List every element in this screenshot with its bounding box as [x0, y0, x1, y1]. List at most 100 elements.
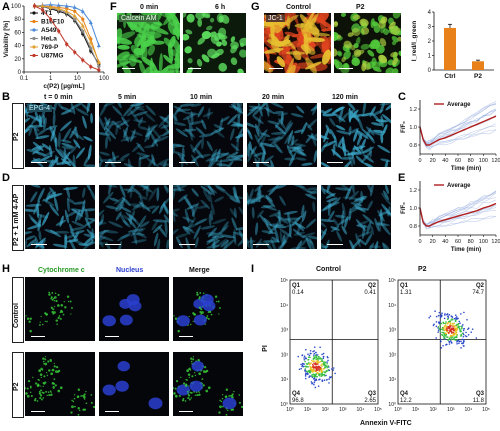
h-punctum	[53, 297, 55, 300]
flow-x-tick: 10⁰	[394, 407, 402, 413]
flow-event	[320, 370, 322, 372]
cell	[153, 232, 159, 247]
cell	[221, 221, 229, 231]
cell	[208, 153, 217, 163]
y-tick-label: 1.0	[409, 206, 417, 212]
h-punctum	[25, 315, 27, 317]
flow-event	[444, 329, 447, 331]
cell	[356, 220, 369, 227]
flow-event	[312, 378, 315, 380]
flow-event	[471, 328, 474, 330]
flow-event	[439, 338, 442, 341]
a-point	[81, 58, 85, 62]
cell	[231, 217, 238, 231]
flow-event	[435, 315, 438, 318]
cell	[247, 192, 250, 206]
cell	[247, 121, 257, 128]
cell	[262, 204, 278, 211]
cell	[255, 123, 260, 138]
cell	[120, 119, 131, 126]
cell	[89, 188, 95, 202]
a-point	[96, 60, 101, 64]
h-row-box-p2	[12, 352, 24, 418]
flow-event	[454, 314, 457, 317]
flow-event	[313, 346, 316, 348]
cell	[261, 161, 272, 167]
scale-bar	[327, 161, 343, 163]
flow-event	[465, 335, 468, 338]
h-punctum	[182, 382, 186, 385]
a-point	[89, 65, 93, 69]
cell	[134, 111, 148, 117]
flow-event	[317, 366, 320, 369]
cell	[357, 231, 373, 237]
cell	[127, 158, 132, 167]
cell	[329, 117, 336, 127]
micro-tile-0	[25, 185, 95, 249]
flow-event	[450, 338, 453, 341]
cell	[209, 17, 215, 23]
flow-event	[318, 370, 321, 373]
cell	[354, 204, 366, 213]
cell	[184, 46, 192, 54]
cell	[230, 36, 236, 43]
h-punctum	[185, 383, 188, 386]
flow-event	[460, 334, 463, 337]
a-x-tick-label: 0.1	[20, 76, 29, 82]
cell	[265, 223, 273, 234]
scale-bar	[269, 67, 283, 69]
a-point	[41, 8, 45, 12]
cell	[136, 152, 149, 157]
h-punctum	[187, 394, 191, 397]
flow-event	[437, 331, 439, 333]
flow-event	[307, 366, 309, 368]
cell	[213, 185, 226, 192]
h-punctum	[188, 315, 190, 318]
h-punctum	[45, 313, 49, 316]
cell	[55, 147, 65, 159]
cell	[277, 112, 289, 116]
x-tick-label: 0	[418, 158, 421, 164]
cell	[139, 195, 145, 210]
cell	[307, 134, 317, 143]
cell	[218, 158, 223, 167]
a-point	[73, 50, 77, 54]
a-legend-4T1: 4T1	[41, 10, 53, 17]
a-legend-HeLa: HeLa	[41, 36, 57, 43]
h-punctum	[42, 357, 45, 360]
trace-average-line	[419, 115, 497, 146]
cell	[120, 215, 128, 226]
flow-q4: Q4	[292, 391, 301, 397]
cell	[145, 185, 149, 198]
h-tile-r0-c2	[173, 277, 243, 341]
flow-event	[313, 381, 316, 384]
h-punctum	[180, 376, 182, 379]
cell	[210, 35, 220, 45]
a-y-tick-label: 40	[14, 44, 21, 50]
cell	[271, 236, 280, 243]
cell	[301, 122, 307, 135]
cell	[30, 124, 40, 132]
cell	[321, 49, 331, 65]
cell	[184, 223, 199, 230]
cell	[370, 39, 381, 50]
x-tick-label: 20	[430, 239, 436, 245]
cell	[57, 132, 61, 148]
a-y-tick-label: 20	[14, 57, 21, 63]
flow-event	[307, 353, 309, 356]
cell	[138, 185, 150, 189]
flow-event	[303, 355, 306, 358]
cell	[219, 234, 235, 239]
cell	[37, 128, 48, 136]
cell	[191, 188, 199, 197]
cell	[112, 120, 122, 130]
cell	[178, 194, 188, 203]
micro-tile-2	[173, 185, 243, 249]
flow-event	[437, 321, 440, 324]
flow-plot-frame	[397, 279, 487, 405]
panel-label-a: A	[2, 1, 10, 13]
cell	[377, 221, 382, 232]
flow-event	[318, 378, 320, 381]
cell	[173, 112, 177, 125]
flow-event	[447, 321, 450, 324]
